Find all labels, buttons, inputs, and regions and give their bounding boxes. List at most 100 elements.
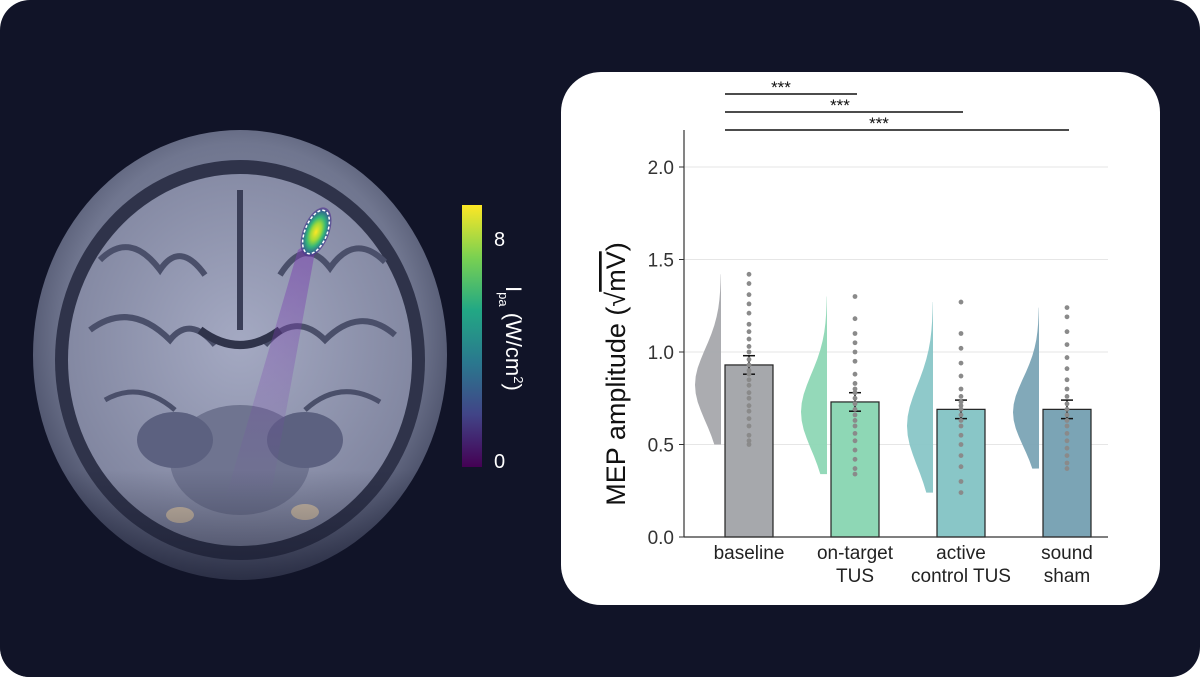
- violin-0: [695, 274, 721, 445]
- y-tick-label: 2.0: [648, 158, 674, 179]
- data-point-0-22: [746, 292, 752, 298]
- colorbar-label: Ipa (W/cm2): [496, 286, 526, 391]
- data-point-0-16: [746, 344, 752, 349]
- colorbar-tick-max: 8: [494, 229, 505, 251]
- data-point-2-3: [958, 453, 964, 458]
- data-point-0-14: [746, 357, 752, 362]
- data-point-2-2: [958, 464, 964, 470]
- colorbar-gradient: [462, 205, 482, 467]
- data-point-3-2: [1064, 453, 1070, 458]
- data-point-3-16: [1064, 342, 1070, 347]
- data-point-2-16: [958, 345, 964, 351]
- x-tick-label-line1: sound: [1041, 543, 1093, 564]
- data-point-1-16: [852, 358, 858, 364]
- y-tick-label: 0.5: [648, 436, 674, 457]
- data-point-1-6: [852, 423, 858, 429]
- violin-2: [907, 302, 933, 493]
- data-point-2-10: [958, 403, 964, 409]
- data-point-1-1: [852, 466, 858, 471]
- significance-label-2: ***: [869, 114, 889, 133]
- data-point-1-0: [852, 471, 858, 477]
- data-point-0-12: [746, 368, 752, 373]
- x-tick-label-line2: sham: [1044, 566, 1090, 587]
- data-point-3-17: [1064, 329, 1070, 335]
- data-point-1-4: [852, 438, 858, 444]
- ultrasound-beam: [225, 207, 332, 500]
- x-tick-label-line2: TUS: [836, 566, 874, 587]
- data-point-3-6: [1064, 423, 1070, 429]
- violin-3: [1013, 307, 1039, 469]
- data-point-2-8: [958, 412, 964, 418]
- data-point-1-18: [852, 340, 858, 346]
- data-point-0-18: [746, 329, 752, 335]
- data-point-3-0: [1064, 466, 1070, 471]
- data-point-2-12: [958, 394, 964, 399]
- data-point-0-9: [746, 382, 752, 388]
- data-point-1-21: [852, 294, 858, 299]
- mri-head: [0, 130, 470, 677]
- data-point-2-14: [958, 373, 964, 379]
- data-point-0-7: [746, 395, 752, 401]
- violin-1: [801, 296, 827, 475]
- x-tick-label-line1: baseline: [714, 543, 785, 564]
- y-tick-label: 1.0: [648, 343, 674, 364]
- data-point-1-10: [852, 401, 858, 407]
- significance-label-0: ***: [771, 78, 791, 97]
- bar-2: [936, 408, 986, 538]
- significance-label-1: ***: [830, 96, 850, 115]
- data-point-1-5: [852, 431, 858, 436]
- data-point-1-7: [852, 418, 858, 423]
- data-point-2-17: [958, 331, 964, 336]
- significance-layer: *** *** ***: [725, 78, 1069, 133]
- data-point-3-8: [1064, 412, 1070, 418]
- data-point-0-20: [746, 310, 752, 316]
- data-point-3-19: [1064, 305, 1070, 310]
- data-point-2-13: [958, 386, 964, 392]
- data-point-1-20: [852, 316, 858, 322]
- violin-layer: [695, 274, 1039, 493]
- point-layer: [746, 271, 1070, 495]
- data-point-1-14: [852, 381, 858, 386]
- bar-3: [1042, 408, 1092, 538]
- data-point-3-11: [1064, 394, 1070, 399]
- data-point-1-13: [852, 386, 858, 392]
- data-point-2-1: [958, 479, 964, 484]
- data-point-3-14: [1064, 366, 1070, 372]
- data-point-0-2: [746, 432, 752, 438]
- data-point-3-7: [1064, 418, 1070, 423]
- data-point-2-9: [958, 406, 964, 412]
- data-point-3-1: [1064, 460, 1070, 466]
- y-tick-label: 1.5: [648, 251, 674, 272]
- data-point-1-12: [852, 390, 858, 396]
- data-point-3-9: [1064, 406, 1070, 412]
- data-point-3-15: [1064, 355, 1070, 360]
- data-point-0-5: [746, 408, 752, 414]
- data-point-0-24: [746, 271, 752, 277]
- data-point-2-6: [958, 423, 964, 429]
- data-point-1-17: [852, 349, 858, 355]
- data-point-0-0: [746, 442, 752, 447]
- data-point-0-15: [746, 349, 752, 355]
- data-point-0-21: [746, 301, 752, 307]
- colorbar-tick-min: 0: [494, 451, 505, 473]
- data-point-2-0: [958, 490, 964, 495]
- data-point-3-13: [1064, 377, 1070, 383]
- x-tick-label-line2: control TUS: [911, 566, 1011, 587]
- data-point-0-3: [746, 423, 752, 429]
- data-point-2-7: [958, 418, 964, 423]
- data-point-0-4: [746, 416, 752, 421]
- data-point-2-15: [958, 360, 964, 366]
- data-point-0-1: [746, 438, 752, 444]
- data-point-0-10: [746, 377, 752, 383]
- data-point-1-3: [852, 447, 858, 453]
- data-point-1-8: [852, 412, 858, 418]
- data-point-0-17: [746, 336, 752, 342]
- data-point-2-11: [958, 399, 964, 405]
- data-point-3-4: [1064, 438, 1070, 444]
- data-point-1-11: [852, 395, 858, 401]
- data-point-0-13: [746, 362, 752, 368]
- colorbar: 8 0 Ipa (W/cm2): [462, 205, 526, 473]
- data-point-1-19: [852, 331, 858, 336]
- data-point-0-23: [746, 281, 752, 286]
